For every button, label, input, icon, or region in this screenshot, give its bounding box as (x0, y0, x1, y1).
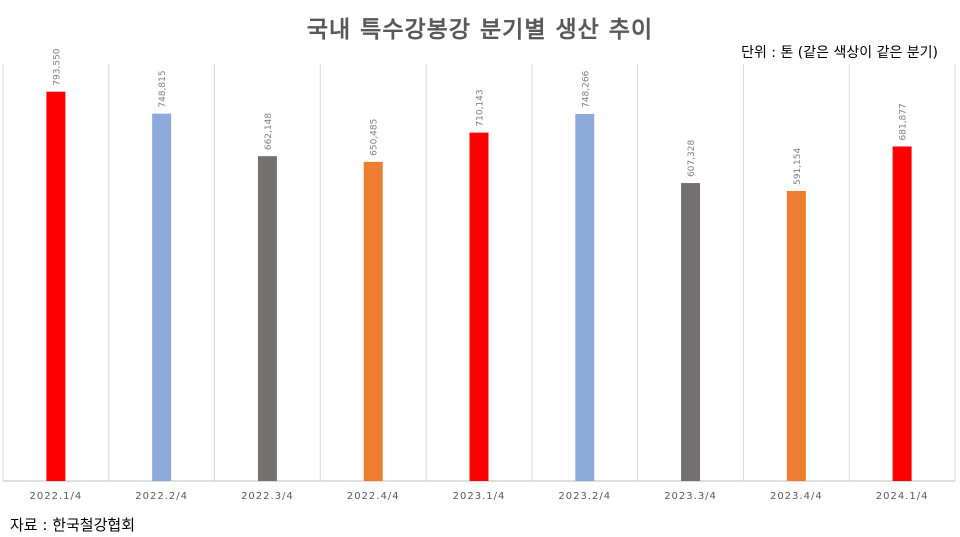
x-tick-label: 2023.1/4 (453, 491, 506, 502)
bar (152, 113, 172, 481)
bar (469, 132, 489, 482)
x-tick-label: 2024.1/4 (876, 491, 929, 502)
data-label: 748,266 (581, 70, 591, 107)
x-tick-label: 2022.3/4 (241, 491, 294, 502)
chart-title: 국내 특수강봉강 분기별 생산 추이 (306, 17, 654, 43)
x-tick-label: 2022.4/4 (347, 491, 400, 502)
bar (257, 156, 277, 482)
x-tick-label: 2023.3/4 (664, 491, 717, 502)
x-tick-label: 2022.2/4 (135, 491, 188, 502)
bar (892, 146, 912, 481)
data-label: 650,485 (370, 119, 380, 156)
data-label: 662,148 (264, 113, 274, 150)
bar (363, 161, 383, 482)
data-label: 793,550 (52, 48, 62, 85)
x-tick-label: 2022.1/4 (30, 491, 83, 502)
source-note: 자료 : 한국철강협회 (10, 516, 135, 534)
x-tick-label: 2023.4/4 (770, 491, 823, 502)
data-label: 681,877 (899, 103, 909, 140)
data-label: 748,815 (158, 70, 168, 107)
bar (575, 113, 595, 482)
bar (786, 190, 806, 481)
data-label: 591,154 (793, 147, 803, 184)
x-tick-label: 2023.2/4 (558, 491, 611, 502)
bar (681, 183, 701, 481)
unit-note: 단위 : 톤 (같은 색상이 같은 분기) (741, 45, 938, 61)
data-label: 607,328 (687, 140, 697, 177)
data-label: 710,143 (476, 89, 486, 126)
bar (46, 91, 66, 482)
